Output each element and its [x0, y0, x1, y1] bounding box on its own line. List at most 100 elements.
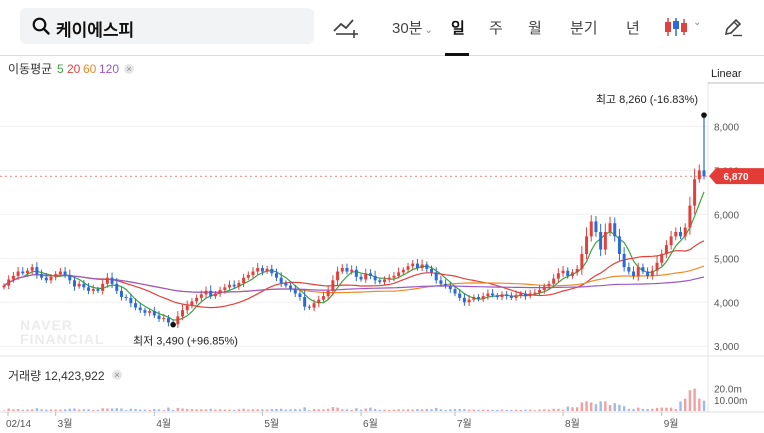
tab-year[interactable]: 년 — [626, 20, 640, 37]
volume-bar — [49, 409, 53, 411]
volume-bar — [92, 409, 95, 411]
candle-body — [467, 299, 471, 303]
volume-bars — [2, 388, 706, 411]
scale-toggle[interactable]: Linear — [711, 68, 742, 80]
candle-body — [251, 271, 255, 276]
volume-bar — [481, 409, 485, 411]
candle-body — [232, 284, 236, 287]
tab-week[interactable]: 주 — [489, 20, 503, 37]
current-price-value: 6,870 — [723, 172, 748, 183]
volume-bar — [96, 409, 100, 411]
candle-body — [119, 290, 123, 298]
volume-bar — [491, 409, 494, 411]
candle-body — [195, 297, 199, 302]
pencil-icon[interactable] — [723, 17, 743, 37]
volume-bar — [655, 407, 659, 411]
volume-bar — [73, 408, 76, 411]
candle-body — [54, 274, 58, 277]
volume-bar — [298, 409, 302, 411]
candle-body — [542, 286, 546, 290]
volume-bar — [444, 409, 447, 411]
volume-bar — [519, 409, 522, 411]
candle-body — [655, 262, 659, 271]
volume-bar — [669, 407, 673, 411]
stock-chart[interactable]: NAVER FINANCIAL 이동평균 5 20 60 120 × Linea… — [0, 57, 764, 433]
volume-bar — [528, 409, 532, 411]
x-tick-label: 4월 — [156, 418, 171, 430]
candle-body — [124, 297, 128, 299]
ma-5: 5 — [57, 62, 64, 76]
volume-bar — [59, 409, 62, 411]
volume-bar — [204, 409, 208, 411]
volume-bar — [317, 409, 320, 411]
indicator-legend: 이동평균 5 20 60 120 × — [8, 62, 134, 76]
volume-bar — [30, 409, 34, 411]
candle-body — [547, 283, 551, 287]
volume-bar — [148, 409, 151, 411]
volume-bar — [341, 409, 344, 411]
volume-bar — [87, 409, 90, 411]
volume-tick-label: 10.00m — [714, 396, 747, 407]
candle-body — [660, 253, 664, 263]
volume-bar — [510, 409, 513, 411]
candle-body — [603, 231, 607, 250]
volume-bar — [637, 407, 640, 411]
x-tick-label: 9월 — [664, 418, 679, 430]
volume-bar — [247, 409, 250, 411]
candle-body — [293, 289, 297, 294]
chart-type-dropdown[interactable]: ⌄ — [664, 16, 702, 38]
interval-dropdown[interactable]: 30분 ⌄ — [392, 17, 433, 38]
volume-bar — [684, 398, 687, 411]
candle-body — [181, 310, 185, 317]
candle-body — [491, 293, 495, 296]
volume-bar — [345, 409, 349, 411]
chevron-down-icon: ⌄ — [693, 17, 702, 28]
tab-day[interactable]: 일 — [451, 20, 465, 37]
volume-bar — [186, 409, 189, 411]
candle-body — [213, 293, 217, 297]
candle-body — [392, 275, 396, 278]
volume-bar — [538, 409, 541, 411]
candle-body — [11, 275, 15, 280]
candle-body — [364, 273, 368, 280]
volume-bar — [115, 408, 118, 411]
search-query[interactable]: 케이에스피 — [56, 21, 135, 40]
volume-bar — [557, 408, 560, 411]
close-indicator-button[interactable]: × — [124, 64, 134, 74]
volume-bar — [416, 409, 419, 411]
search-box[interactable]: 케이에스피 — [20, 8, 314, 44]
candle-body — [326, 290, 330, 297]
ma-label: 이동평균 — [8, 62, 52, 76]
candle-body — [91, 289, 95, 291]
tab-month[interactable]: 월 — [528, 20, 542, 37]
candle-body — [274, 273, 278, 278]
candle-body — [693, 179, 697, 206]
candle-body — [669, 236, 673, 246]
drawing-tool-icon[interactable] — [333, 16, 359, 38]
volume-bar — [514, 409, 518, 411]
close-volume-button[interactable]: × — [112, 370, 122, 380]
interval-label: 30분 — [392, 20, 423, 37]
close-icon: × — [114, 370, 119, 380]
volume-bar — [547, 409, 551, 411]
volume-bar — [660, 407, 663, 411]
chart-canvas[interactable]: NAVER FINANCIAL 이동평균 5 20 60 120 × Linea… — [0, 57, 764, 433]
volume-bar — [364, 408, 367, 411]
volume-tick-label: 20.0m — [714, 385, 742, 396]
candle-body — [204, 290, 208, 295]
ma-line-20 — [3, 240, 705, 309]
candle-body — [246, 275, 250, 278]
candle-body — [82, 283, 86, 288]
search-icon — [32, 17, 50, 35]
volume-bar — [641, 409, 645, 411]
candle-body — [44, 277, 48, 281]
volume-bar — [702, 400, 706, 411]
candle-body — [462, 297, 466, 303]
volume-bar — [134, 409, 137, 411]
ma-120: 120 — [99, 62, 119, 76]
candle-body — [223, 287, 227, 290]
current-price-tag: 6,870 — [709, 168, 764, 185]
candle-body — [519, 293, 523, 296]
tab-quarter[interactable]: 분기 — [570, 20, 598, 37]
candle-body — [87, 287, 91, 291]
